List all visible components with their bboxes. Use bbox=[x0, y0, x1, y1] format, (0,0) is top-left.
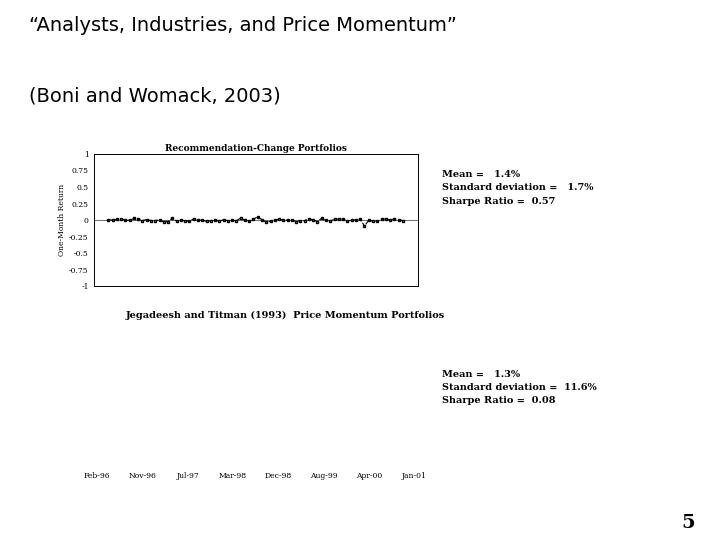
Text: Apr-00: Apr-00 bbox=[356, 472, 382, 481]
Text: Nov-96: Nov-96 bbox=[128, 472, 156, 481]
Text: “Analysts, Industries, and Price Momentum”: “Analysts, Industries, and Price Momentu… bbox=[29, 16, 456, 35]
Text: 5: 5 bbox=[681, 514, 695, 532]
Text: Dec-98: Dec-98 bbox=[265, 472, 292, 481]
Text: Mar-98: Mar-98 bbox=[219, 472, 247, 481]
Title: Recommendation-Change Portfolios: Recommendation-Change Portfolios bbox=[165, 144, 346, 153]
Text: Mean =   1.3%
Standard deviation =  11.6%
Sharpe Ratio =  0.08: Mean = 1.3% Standard deviation = 11.6% S… bbox=[442, 370, 597, 406]
Text: Mean =   1.4%
Standard deviation =   1.7%
Sharpe Ratio =  0.57: Mean = 1.4% Standard deviation = 1.7% Sh… bbox=[442, 170, 593, 206]
Text: Jegadeesh and Titman (1993)  Price Momentum Portfolios: Jegadeesh and Titman (1993) Price Moment… bbox=[126, 310, 445, 320]
Text: Jul-97: Jul-97 bbox=[176, 472, 199, 481]
Text: Feb-96: Feb-96 bbox=[84, 472, 110, 481]
Y-axis label: One-Month Return: One-Month Return bbox=[58, 184, 66, 256]
Text: Jan-01: Jan-01 bbox=[402, 472, 426, 481]
Text: Aug-99: Aug-99 bbox=[310, 472, 337, 481]
Text: (Boni and Womack, 2003): (Boni and Womack, 2003) bbox=[29, 86, 281, 105]
